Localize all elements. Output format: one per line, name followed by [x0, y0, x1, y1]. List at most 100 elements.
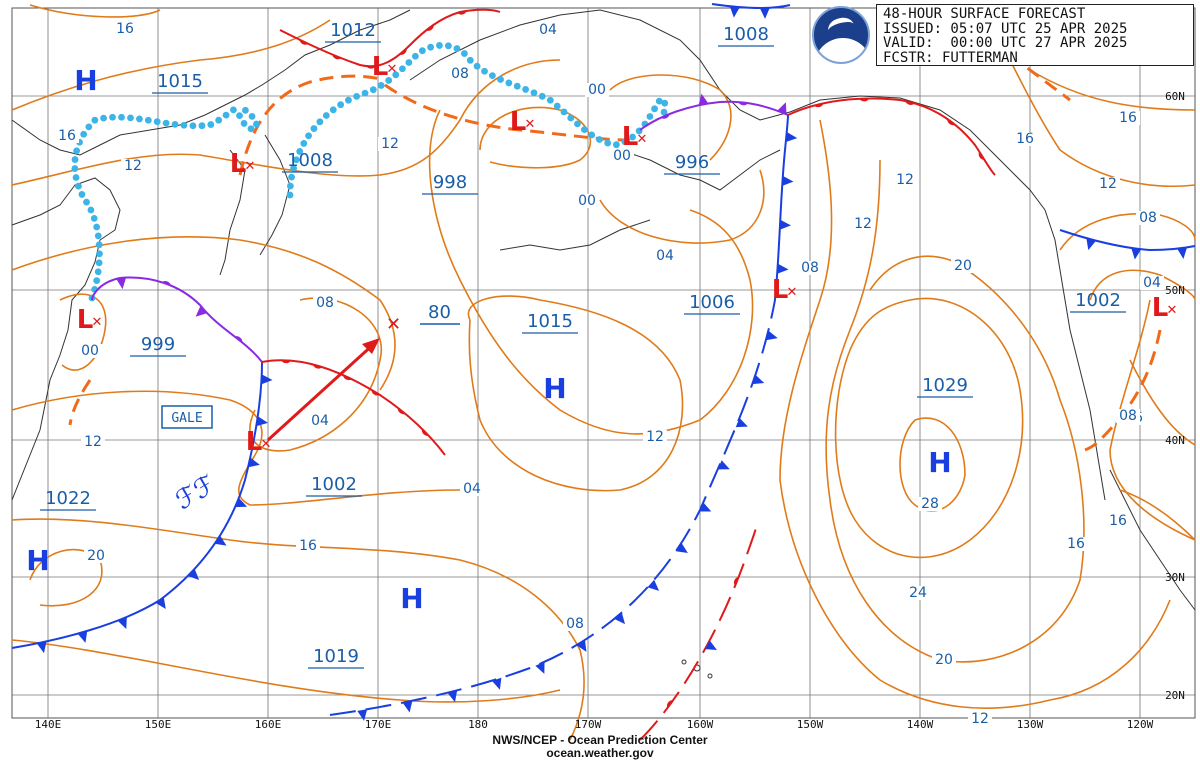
low-pressure-value: 1008	[723, 24, 769, 45]
cold-front-triangle	[717, 460, 730, 470]
warm-front-semicircle	[457, 10, 467, 15]
isobar-label-bg	[893, 173, 917, 187]
isobar-label-bg	[951, 259, 975, 273]
isobar-label-bg	[932, 653, 956, 667]
cold-front-triangle	[116, 277, 127, 290]
ridge-dot	[567, 114, 575, 122]
isobar	[59, 293, 107, 371]
longitude-label: 150W	[797, 718, 824, 731]
latitude-labels: 60N 50N 40N 30N 20N	[1165, 90, 1185, 702]
ridge-dot	[91, 116, 99, 124]
latitude-label: 20N	[1165, 689, 1185, 702]
isobar	[1109, 299, 1196, 541]
ridge-dot	[612, 141, 620, 149]
isobar	[999, 39, 1196, 188]
isobar-label: 08	[1119, 408, 1137, 424]
hawaii-island	[681, 659, 687, 665]
isobar-label-bg	[1140, 276, 1164, 290]
isobar	[428, 109, 754, 435]
ridge-dot	[310, 125, 318, 132]
ridge-dot	[296, 148, 304, 155]
isobar-label: 08	[316, 295, 334, 311]
warm-front-semicircle	[312, 364, 323, 369]
isobar-label: 16	[116, 21, 134, 37]
baja-coast	[1109, 469, 1196, 611]
cold-front-triangle	[785, 132, 798, 142]
isobar-label: 16	[1119, 110, 1137, 126]
ridge-dot	[300, 140, 308, 147]
cold-front-triangle	[214, 535, 227, 546]
isobar	[11, 390, 461, 506]
isobar-label-bg	[1136, 211, 1160, 225]
front-symbols	[36, 6, 1188, 721]
ridge-dot	[222, 111, 230, 119]
alaska-west-america-coast	[409, 9, 1106, 501]
isobar	[899, 417, 966, 512]
low-center-x: ✕	[387, 62, 398, 77]
isobar-label: 16	[58, 128, 76, 144]
cold-front-triangle	[752, 374, 765, 385]
header-forecaster: FCSTR: FUTTERMAN	[883, 49, 1018, 66]
ridge-dot	[546, 96, 554, 104]
ridge-dot	[207, 121, 215, 128]
kamchatka-east	[259, 134, 291, 256]
warm-front-semicircle	[947, 118, 956, 126]
warm-front-semicircle	[399, 48, 407, 55]
isobar	[11, 639, 561, 703]
latitude-label: 30N	[1165, 571, 1185, 584]
ridge-dot	[655, 97, 663, 105]
isobar-label: 12	[646, 429, 664, 445]
longitude-label: 140E	[35, 718, 62, 731]
warm-front-semicircle	[421, 428, 429, 436]
ridge-dot	[574, 120, 581, 128]
cold-front-triangle	[447, 690, 458, 703]
ridge-dot	[127, 114, 134, 122]
isobar-label-bg	[851, 217, 875, 231]
isobar-label-bg	[84, 549, 108, 563]
warm-front-semicircle	[859, 98, 870, 102]
ridge-dot	[316, 118, 324, 126]
cold-front-triangle	[735, 417, 748, 428]
cold-front-triangle	[234, 497, 248, 508]
cold-front-triangle	[777, 102, 787, 115]
ridge-dot	[248, 112, 256, 120]
low-center-x: ✕	[525, 117, 536, 132]
isobar-label: 00	[81, 343, 99, 359]
ridge-dot	[497, 76, 504, 83]
warm-front-semicircle	[425, 24, 434, 31]
longitude-label: 170E	[365, 718, 392, 731]
ridge-dot	[651, 105, 658, 113]
ridge-dot	[83, 198, 90, 206]
ridge-dot	[329, 106, 337, 114]
ridge-dot	[95, 241, 103, 249]
ridge-dot	[488, 72, 496, 80]
isobar-label: 12	[896, 172, 914, 188]
ridge-dot	[646, 113, 654, 120]
isobar-label-bg	[460, 482, 484, 496]
ridge-dot	[522, 86, 530, 93]
warm-front-semicircle	[978, 151, 985, 160]
ridge-dot	[90, 214, 98, 222]
ridge-dot	[286, 191, 294, 199]
ridge-dot	[95, 259, 103, 267]
trough	[238, 74, 386, 176]
warm-front-semicircle	[366, 65, 377, 69]
isobar-label: 08	[451, 66, 469, 82]
cold-front-triangle	[36, 641, 47, 654]
ridge-dot	[78, 191, 86, 198]
isobar-label-bg	[968, 712, 992, 726]
cold-front-line	[774, 114, 789, 301]
ridge-dot	[236, 112, 243, 120]
isobar	[1119, 489, 1196, 541]
ridge-dot	[253, 120, 260, 128]
high-center-symbol: H	[400, 582, 423, 615]
cold-front-triangle	[704, 640, 717, 650]
ridge-dot	[392, 71, 400, 79]
noaa-bird-icon	[825, 14, 857, 41]
isobar	[1089, 269, 1196, 301]
footer-url[interactable]: ocean.weather.gov	[546, 746, 654, 760]
ridge-dot	[505, 79, 513, 87]
ridge-dot	[361, 89, 369, 97]
ridge-dot	[71, 156, 79, 163]
isobar-label: 04	[311, 413, 329, 429]
